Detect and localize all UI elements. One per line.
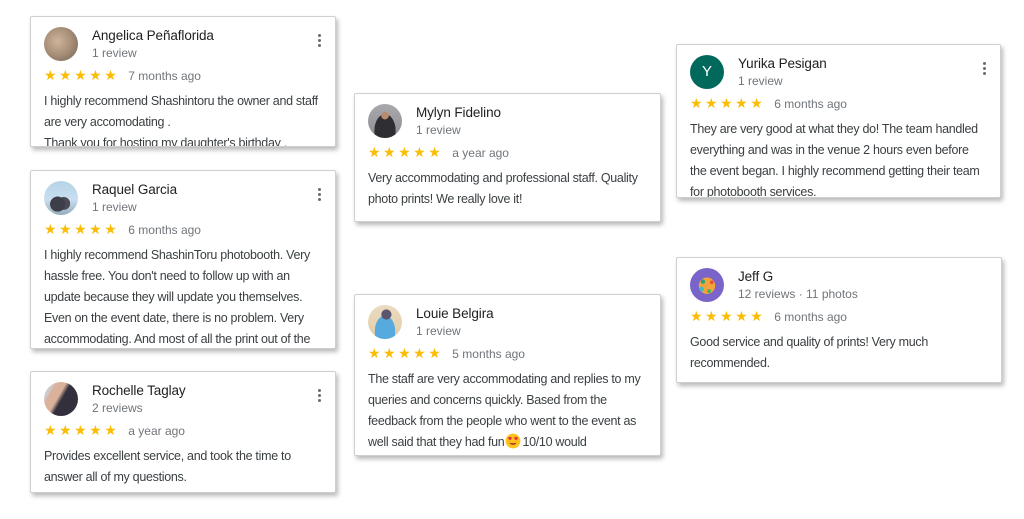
reviewer-photo-avatar[interactable] bbox=[44, 27, 78, 61]
review-text: Very accommodating and professional staf… bbox=[368, 171, 638, 206]
rating-row: ★★★★★ 7 months ago bbox=[44, 68, 322, 84]
review-text: Provides excellent service, and took the… bbox=[44, 449, 291, 484]
review-date: 7 months ago bbox=[128, 69, 201, 83]
star-rating-icon: ★★★★★ bbox=[690, 96, 766, 112]
reviewer-meta: 1 review bbox=[416, 123, 461, 137]
review-header: Angelica Peñaflorida 1 review bbox=[44, 27, 322, 61]
rating-row: ★★★★★ 6 months ago bbox=[690, 96, 987, 112]
reviewer-photo-avatar[interactable] bbox=[44, 181, 78, 215]
review-card-mylyn: Mylyn Fidelino 1 review ★★★★★ a year ago… bbox=[354, 93, 661, 222]
more-options-icon[interactable] bbox=[316, 186, 323, 203]
review-card-raquel: Raquel Garcia 1 review ★★★★★ 6 months ag… bbox=[30, 170, 336, 349]
star-rating-icon: ★★★★★ bbox=[368, 346, 444, 362]
rating-row: ★★★★★ a year ago bbox=[368, 145, 647, 161]
star-rating-icon: ★★★★★ bbox=[44, 423, 120, 439]
rating-row: ★★★★★ 6 months ago bbox=[690, 309, 988, 325]
reviewer-meta: 1 review bbox=[738, 74, 783, 88]
reviewer-name[interactable]: Angelica Peñaflorida bbox=[92, 28, 214, 43]
review-header: Louie Belgira 1 review bbox=[368, 305, 647, 339]
more-options-icon[interactable] bbox=[981, 60, 988, 77]
reviewer-illustration-avatar[interactable] bbox=[368, 305, 402, 339]
review-text: They are very good at what they do! The … bbox=[690, 122, 980, 198]
review-card-angelica: Angelica Peñaflorida 1 review ★★★★★ 7 mo… bbox=[30, 16, 336, 147]
review-date: 5 months ago bbox=[452, 347, 525, 361]
review-text-before-emoji: The staff are very accommodating and rep… bbox=[368, 372, 641, 449]
reviewer-photo-avatar[interactable] bbox=[44, 382, 78, 416]
reviewer-meta: 1 review bbox=[416, 324, 461, 338]
review-header: Rochelle Taglay 2 reviews bbox=[44, 382, 322, 416]
heart-eyes-emoji bbox=[506, 433, 521, 449]
review-header: Raquel Garcia 1 review bbox=[44, 181, 322, 215]
reviewer-monogram-avatar[interactable]: Y bbox=[690, 55, 724, 89]
review-text: The staff are very accommodating and rep… bbox=[368, 369, 647, 455]
reviewer-meta: 1 review bbox=[92, 200, 137, 214]
review-date: 6 months ago bbox=[774, 97, 847, 111]
review-card-rochelle: Rochelle Taglay 2 reviews ★★★★★ a year a… bbox=[30, 371, 336, 493]
reviewer-photo-avatar[interactable] bbox=[368, 104, 402, 138]
review-text: Good service and quality of prints! Very… bbox=[690, 335, 929, 370]
reviewer-meta: 12 reviews · 11 photos bbox=[738, 287, 858, 301]
star-rating-icon: ★★★★★ bbox=[44, 68, 120, 84]
star-rating-icon: ★★★★★ bbox=[44, 222, 120, 238]
review-text: I highly recommend Shashintoru the owner… bbox=[44, 94, 318, 147]
review-header: Mylyn Fidelino 1 review bbox=[368, 104, 647, 138]
rating-row: ★★★★★ 6 months ago bbox=[44, 222, 322, 238]
review-text-main: I highly recommend ShashinToru photoboot… bbox=[44, 248, 311, 346]
reviewer-meta: 2 reviews bbox=[92, 401, 143, 415]
review-text-after-emoji: 10/10 would recommend for your events. … bbox=[522, 435, 587, 449]
review-header: Y Yurika Pesigan 1 review bbox=[690, 55, 987, 89]
reviewer-name[interactable]: Jeff G bbox=[738, 269, 774, 284]
star-rating-icon: ★★★★★ bbox=[690, 309, 766, 325]
more-options-icon[interactable] bbox=[316, 32, 323, 49]
review-card-louie: Louie Belgira 1 review ★★★★★ 5 months ag… bbox=[354, 294, 661, 456]
review-date: a year ago bbox=[452, 146, 509, 160]
review-date: 6 months ago bbox=[774, 310, 847, 324]
reviewer-name[interactable]: Mylyn Fidelino bbox=[416, 105, 501, 120]
review-card-yurika: Y Yurika Pesigan 1 review ★★★★★ 6 months… bbox=[676, 44, 1001, 198]
review-date: a year ago bbox=[128, 424, 185, 438]
reviewer-illustration-avatar[interactable] bbox=[690, 268, 724, 302]
reviewer-name[interactable]: Yurika Pesigan bbox=[738, 56, 827, 71]
reviewer-name[interactable]: Rochelle Taglay bbox=[92, 383, 186, 398]
monogram-letter: Y bbox=[701, 63, 712, 80]
review-header: Jeff G 12 reviews · 11 photos bbox=[690, 268, 988, 302]
rating-row: ★★★★★ 5 months ago bbox=[368, 346, 647, 362]
reviewer-name[interactable]: Louie Belgira bbox=[416, 306, 494, 321]
review-date: 6 months ago bbox=[128, 223, 201, 237]
review-card-jeff: Jeff G 12 reviews · 11 photos ★★★★★ 6 mo… bbox=[676, 257, 1002, 383]
reviewer-meta: 1 review bbox=[92, 46, 137, 60]
rating-row: ★★★★★ a year ago bbox=[44, 423, 322, 439]
reviewer-name[interactable]: Raquel Garcia bbox=[92, 182, 177, 197]
more-options-icon[interactable] bbox=[316, 387, 323, 404]
review-text: I highly recommend ShashinToru photoboot… bbox=[44, 245, 322, 348]
star-rating-icon: ★★★★★ bbox=[368, 145, 444, 161]
